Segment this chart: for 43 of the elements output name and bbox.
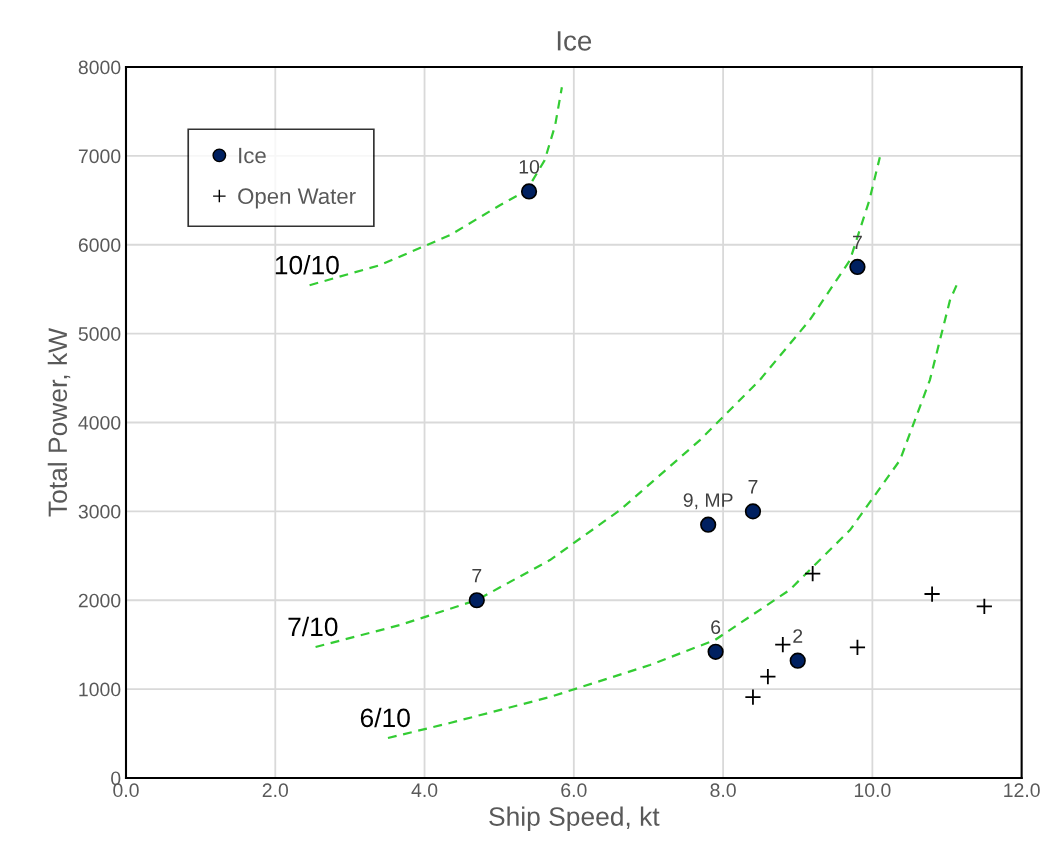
x-axis-title: Ship Speed, kt bbox=[489, 806, 660, 832]
y-tick-label: 6000 bbox=[78, 238, 121, 253]
legend-label: Open Water bbox=[238, 188, 356, 209]
annotation: 6/10 bbox=[360, 707, 410, 728]
point bbox=[744, 688, 762, 706]
y-tick-label: 7000 bbox=[78, 149, 121, 164]
point bbox=[520, 183, 538, 200]
point bbox=[744, 503, 762, 520]
x-tick-label: 8.0 bbox=[710, 783, 736, 798]
x-tick-label: 12.0 bbox=[1004, 783, 1040, 798]
annotation: 2 bbox=[793, 629, 803, 643]
x-tick-label: 2.0 bbox=[262, 783, 289, 798]
point bbox=[468, 592, 485, 609]
chart-title: Ice bbox=[557, 31, 592, 51]
annotation: 7 bbox=[853, 235, 862, 250]
annotation: 10/10 bbox=[275, 255, 339, 275]
y-tick-label: 8000 bbox=[78, 60, 121, 75]
point bbox=[700, 516, 717, 533]
point bbox=[923, 585, 941, 603]
point bbox=[975, 597, 993, 615]
y-tick-label: 5000 bbox=[78, 327, 121, 341]
point bbox=[759, 668, 777, 686]
annotation: 7/10 bbox=[288, 616, 338, 637]
x-tick-label: 4.0 bbox=[411, 783, 438, 798]
annotation: 7 bbox=[472, 568, 482, 583]
y-tick-label: 3000 bbox=[78, 504, 121, 519]
y-tick-label: 2000 bbox=[78, 593, 121, 608]
point bbox=[789, 652, 806, 669]
point bbox=[774, 636, 792, 654]
x-tick-label: 6.0 bbox=[561, 783, 587, 798]
y-tick-label: 4000 bbox=[78, 415, 121, 430]
legend-label: Ice bbox=[239, 147, 266, 164]
point bbox=[707, 643, 724, 660]
point bbox=[848, 638, 866, 656]
point bbox=[849, 258, 866, 276]
y-tick-label: 1000 bbox=[79, 682, 121, 697]
annotation: 6 bbox=[711, 620, 721, 635]
y-axis-title: Total Power, kW bbox=[47, 328, 71, 517]
x-tick-label: 10.0 bbox=[854, 783, 891, 798]
point bbox=[804, 565, 822, 583]
annotation: 7 bbox=[748, 480, 758, 494]
annotation: 10 bbox=[519, 159, 540, 174]
annotation: 9, MP bbox=[683, 493, 733, 510]
